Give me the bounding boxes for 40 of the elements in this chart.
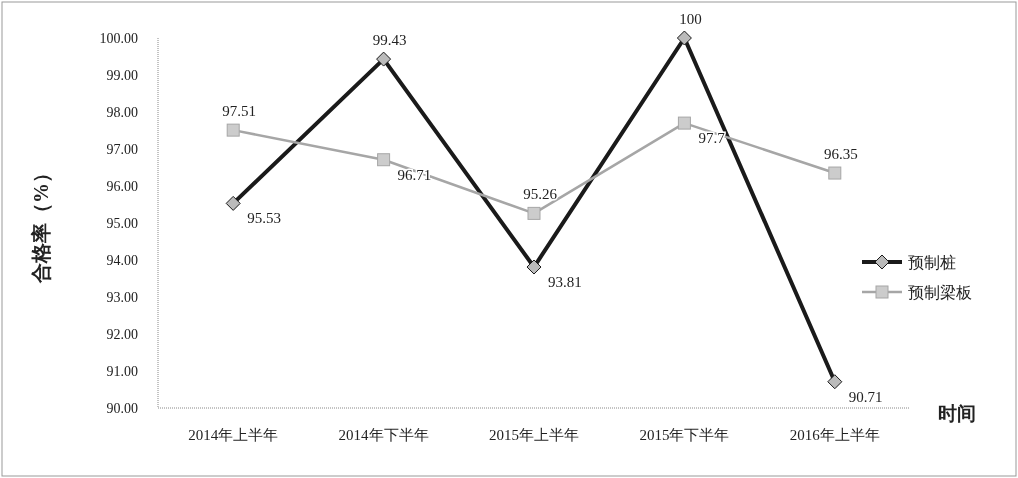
- point: [225, 195, 241, 211]
- data-label: 97.7: [698, 130, 726, 147]
- y-tick-label: 95.00: [106, 216, 138, 231]
- y-tick-label: 93.00: [106, 290, 138, 305]
- point: [527, 206, 541, 220]
- x-tick-label: 2014年下半年: [338, 427, 429, 443]
- data-label: 96.71: [397, 166, 432, 183]
- data-label: 100: [679, 11, 702, 27]
- point: [677, 116, 691, 130]
- data-label: 95.53: [247, 210, 281, 227]
- y-tick-label: 92.00: [106, 327, 138, 342]
- x-tick-label: 2016年上半年: [789, 427, 880, 443]
- y-tick-label: 100.00: [99, 31, 138, 46]
- y-tick-label: 91.00: [106, 364, 138, 379]
- y-tick-label: 94.00: [106, 253, 138, 268]
- point: [376, 51, 392, 67]
- legend-label: 预制桩: [908, 254, 956, 271]
- y-tick-label: 97.00: [106, 142, 138, 157]
- data-label: 99.43: [372, 32, 407, 49]
- y-tick-label: 96.00: [106, 179, 138, 194]
- point: [676, 30, 692, 46]
- data-label: 96.35: [823, 146, 858, 163]
- data-label: 97.51: [222, 103, 257, 120]
- y-axis-title: 合格率（%）: [30, 163, 52, 284]
- x-tick-label: 2014年上半年: [188, 427, 279, 443]
- x-tick-label: 2015年下半年: [639, 427, 730, 443]
- x-tick-label: 2015年上半年: [489, 427, 579, 443]
- point: [827, 374, 843, 390]
- point: [828, 166, 842, 180]
- data-label: 93.81: [548, 274, 582, 291]
- point: [526, 259, 542, 275]
- point: [377, 153, 391, 167]
- point: [226, 123, 240, 137]
- y-tick-label: 90.00: [106, 401, 138, 416]
- data-label: 90.71: [848, 388, 883, 405]
- y-tick-label: 98.00: [106, 105, 138, 120]
- data-label: 95.26: [523, 186, 558, 203]
- x-axis-title: 时间: [938, 403, 976, 424]
- legend-label: 预制梁板: [908, 284, 972, 301]
- y-tick-label: 99.00: [106, 68, 138, 83]
